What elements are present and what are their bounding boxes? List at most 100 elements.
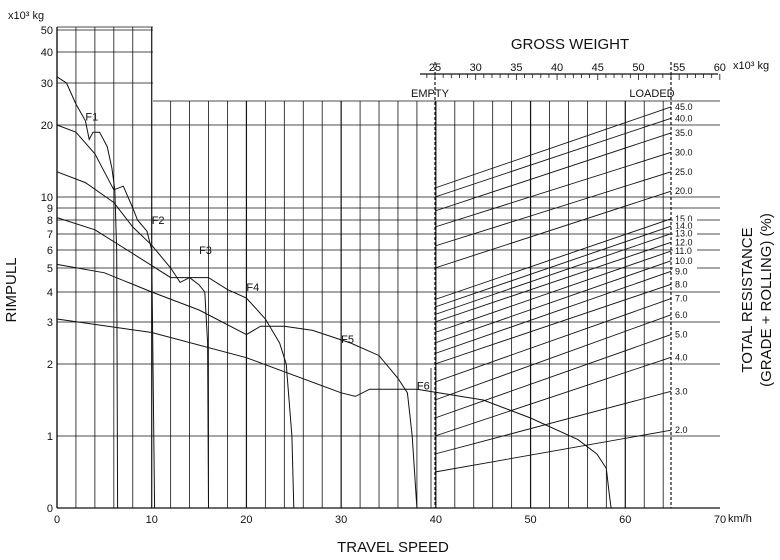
empty-label: EMPTY bbox=[411, 88, 450, 100]
weight-tick-label: 25 bbox=[429, 62, 441, 74]
resistance-label-bg bbox=[673, 166, 697, 177]
resistance-label-bg bbox=[673, 246, 697, 257]
x-tick-label: 0 bbox=[54, 514, 60, 526]
resistance-label-bg bbox=[673, 279, 697, 290]
resistance-label: 40.0 bbox=[675, 113, 693, 123]
resistance-label-bg bbox=[673, 186, 697, 197]
curve-label-f2: F2 bbox=[152, 215, 165, 227]
resistance-label: 10.0 bbox=[675, 256, 693, 266]
resistance-label: 2.0 bbox=[675, 425, 688, 435]
y-tick-label: 10 bbox=[41, 192, 53, 204]
resistance-label: 14.0 bbox=[675, 221, 693, 231]
y-axis-title: RIMPULL bbox=[3, 257, 20, 322]
resistance-label-bg bbox=[673, 293, 697, 304]
x-axis-title: TRAVEL SPEED bbox=[337, 539, 449, 556]
resistance-label-bg bbox=[673, 101, 697, 112]
curve-label-f3: F3 bbox=[199, 245, 212, 257]
resistance-line bbox=[434, 260, 672, 344]
right-axis-title-line1: TOTAL RESISTANCE bbox=[739, 227, 756, 372]
resistance-label: 15.0 bbox=[675, 214, 693, 224]
resistance-label-bg bbox=[673, 386, 697, 397]
resistance-lines: 45.040.0 35.0 30.0 25.0 20.0 15.014.013.012.0… bbox=[434, 101, 697, 473]
resistance-label: 9.0 bbox=[675, 266, 688, 276]
y-unit-label: x10³ kg bbox=[8, 10, 44, 22]
resistance-line bbox=[434, 356, 672, 437]
y-tick-label: 6 bbox=[47, 245, 53, 257]
resistance-line bbox=[434, 250, 672, 333]
weight-tick-label: 30 bbox=[470, 62, 482, 74]
resistance-label: 5.0 bbox=[675, 330, 688, 340]
resistance-line bbox=[434, 429, 672, 473]
resistance-label-bg bbox=[673, 266, 697, 277]
resistance-label-bg bbox=[673, 237, 697, 248]
resistance-label: 7.0 bbox=[675, 294, 688, 304]
resistance-line bbox=[434, 218, 672, 300]
y-tick-label: 8 bbox=[47, 215, 53, 227]
resistance-line bbox=[434, 298, 672, 383]
resistance-label: 6.0 bbox=[675, 310, 688, 320]
tick-labels: 25 30 35 40 45 50 55 600 10 20 30 40 50 60 70012345678… bbox=[41, 25, 726, 526]
resistance-label-bg bbox=[673, 425, 697, 436]
resistance-line bbox=[434, 314, 672, 401]
x-unit-label: km/h bbox=[728, 513, 752, 525]
curve-label-f6: F6 bbox=[417, 381, 430, 393]
gross-weight-unit: x10³ kg bbox=[733, 60, 769, 72]
x-tick-label: 60 bbox=[619, 514, 631, 526]
resistance-label: 25.0 bbox=[675, 167, 693, 177]
resistance-label: 12.0 bbox=[675, 237, 693, 247]
weight-tick-label: 35 bbox=[510, 62, 522, 74]
y-tick-label: 20 bbox=[41, 120, 53, 132]
y-tick-label: 3 bbox=[47, 317, 53, 329]
resistance-label: 11.0 bbox=[675, 246, 692, 256]
y-tick-label: 30 bbox=[41, 78, 53, 90]
curve-label-f4: F4 bbox=[246, 282, 259, 294]
y-tick-label: 4 bbox=[47, 287, 53, 299]
resistance-label: 30.0 bbox=[675, 147, 693, 157]
weight-tick-label: 60 bbox=[714, 62, 726, 74]
curve-f5 bbox=[56, 263, 418, 509]
right-axis-title-line2: (GRADE + ROLLING) (%) bbox=[758, 213, 775, 387]
weight-tick-label: 50 bbox=[632, 62, 644, 74]
y-tick-label: 7 bbox=[47, 229, 53, 241]
resistance-label: 20.0 bbox=[675, 186, 693, 196]
resistance-line bbox=[434, 117, 672, 198]
rimpull-curves: F1 F2 F3 F4 F5 F6 bbox=[56, 76, 612, 509]
y-tick-label: 0 bbox=[47, 503, 53, 515]
resistance-label-bg bbox=[673, 221, 697, 232]
weight-tick-label: 40 bbox=[551, 62, 563, 74]
y-tick-label: 40 bbox=[41, 47, 53, 59]
curve-label-f1: F1 bbox=[85, 112, 98, 124]
x-tick-label: 20 bbox=[240, 514, 252, 526]
resistance-label-bg bbox=[673, 228, 697, 239]
x-tick-label: 50 bbox=[524, 514, 536, 526]
resistance-line bbox=[434, 283, 672, 365]
resistance-label: 3.0 bbox=[675, 386, 688, 396]
x-tick-label: 40 bbox=[430, 514, 442, 526]
resistance-label-bg bbox=[673, 329, 697, 340]
loaded-label: LOADED bbox=[629, 88, 674, 100]
x-tick-label: 70 bbox=[714, 514, 726, 526]
resistance-line bbox=[434, 390, 672, 455]
resistance-line bbox=[434, 270, 672, 354]
y-tick-label: 9 bbox=[47, 203, 53, 215]
resistance-line bbox=[434, 225, 672, 308]
weight-tick-label: 45 bbox=[592, 62, 604, 74]
resistance-label: 13.0 bbox=[675, 229, 693, 239]
resistance-label-bg bbox=[673, 113, 697, 124]
gross-weight-title: GROSS WEIGHT bbox=[511, 36, 629, 53]
resistance-line bbox=[434, 334, 672, 419]
grid bbox=[56, 26, 721, 509]
y-tick-label: 1 bbox=[47, 431, 53, 443]
resistance-label-bg bbox=[673, 255, 697, 266]
weight-tick-label: 55 bbox=[673, 62, 685, 74]
x-tick-label: 30 bbox=[335, 514, 347, 526]
resistance-label-bg bbox=[673, 309, 697, 320]
resistance-label: 35.0 bbox=[675, 128, 693, 138]
resistance-label: 45.0 bbox=[675, 102, 693, 112]
resistance-label: 8.0 bbox=[675, 279, 688, 289]
resistance-label: 4.0 bbox=[675, 352, 688, 362]
curve-f6 bbox=[56, 318, 612, 509]
curve-f1 bbox=[56, 76, 119, 509]
resistance-line bbox=[434, 233, 672, 315]
resistance-line bbox=[434, 171, 672, 247]
